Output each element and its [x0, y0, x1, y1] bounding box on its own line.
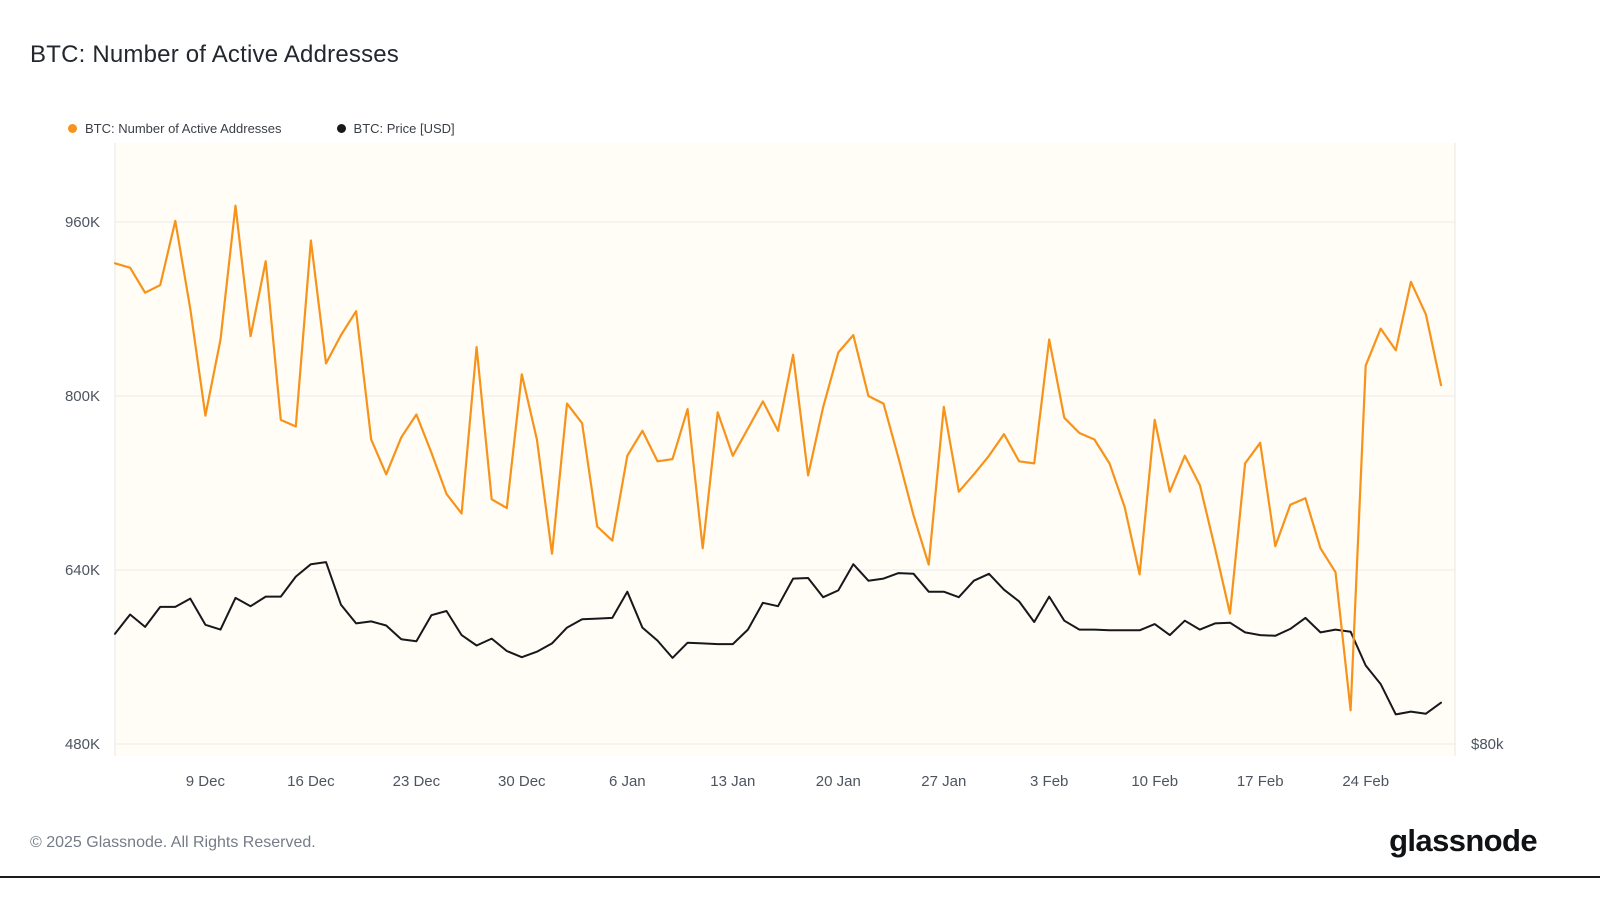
x-axis-tick-label: 27 Jan: [921, 773, 966, 790]
legend-dot-active-addresses: [68, 124, 77, 133]
legend-item-active-addresses[interactable]: BTC: Number of Active Addresses: [68, 121, 282, 136]
active-addresses-line: [113, 204, 1443, 712]
x-axis-tick-label: 6 Jan: [609, 773, 646, 790]
x-axis-tick-label: 30 Dec: [498, 773, 546, 790]
x-axis-tick-label: 24 Feb: [1342, 773, 1389, 790]
x-axis-tick-label: 13 Jan: [710, 773, 755, 790]
x-axis-tick-label: 17 Feb: [1237, 773, 1284, 790]
x-axis-tick-label: 23 Dec: [393, 773, 441, 790]
y-axis-tick-label: 800K: [65, 388, 100, 405]
price-line: [114, 561, 1442, 716]
y-axis-tick-label: 480K: [65, 736, 100, 753]
legend-label-price: BTC: Price [USD]: [353, 121, 455, 136]
legend-dot-price: [336, 124, 346, 133]
legend: BTC: Number of Active Addresses BTC: Pri…: [68, 121, 455, 136]
page-title: BTC: Number of Active Addresses: [30, 41, 400, 68]
y-axis-tick-label: 960K: [65, 214, 100, 231]
x-axis-tick-label: 3 Feb: [1030, 773, 1068, 790]
y-axis-tick-label: 640K: [65, 562, 100, 579]
glassnode-logo: glassnode: [1389, 823, 1538, 858]
x-axis-tick-label: 9 Dec: [186, 773, 226, 790]
legend-item-price[interactable]: BTC: Price [USD]: [336, 121, 455, 136]
y2-axis-tick-label: $80k: [1471, 736, 1504, 753]
footer-copyright: © 2025 Glassnode. All Rights Reserved.: [30, 834, 316, 851]
x-axis-tick-label: 20 Jan: [816, 773, 861, 790]
legend-label-active-addresses: BTC: Number of Active Addresses: [85, 121, 282, 136]
bottom-border: [0, 876, 1600, 878]
plot-area[interactable]: [115, 143, 1455, 756]
x-axis-tick-label: 16 Dec: [287, 773, 335, 790]
x-axis-tick-label: 10 Feb: [1131, 773, 1178, 790]
